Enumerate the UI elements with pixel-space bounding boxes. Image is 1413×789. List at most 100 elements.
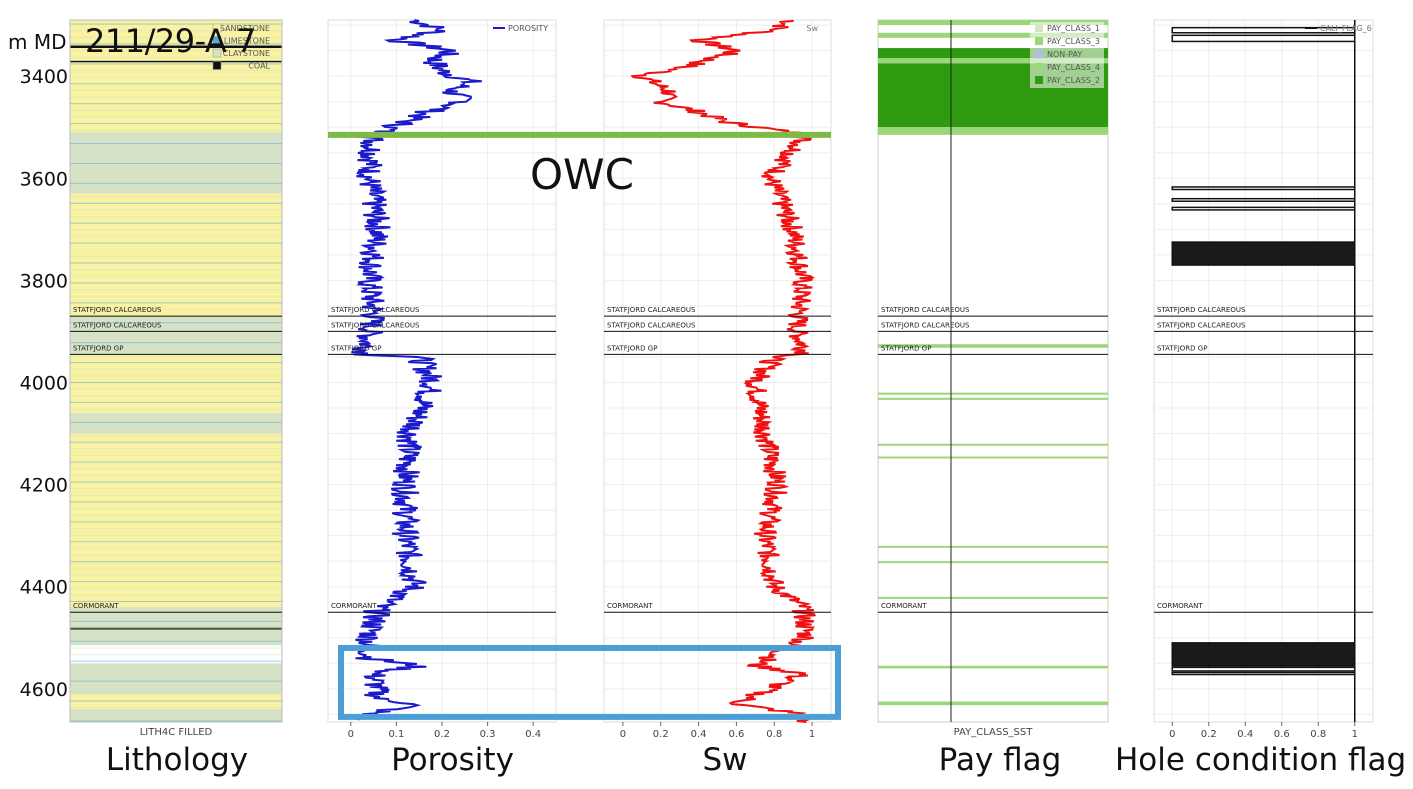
lithology-thin-bed (70, 368, 282, 370)
sw-x-tick-label: 0 (620, 729, 626, 740)
hole-x-tick-label: 0 (1169, 729, 1175, 740)
pay-legend-swatch (1035, 37, 1043, 45)
lithology-thin-bed (70, 275, 282, 277)
porosity-legend-entry: POROSITY (508, 24, 548, 33)
formation-top-label: CORMORANT (331, 602, 377, 610)
lithology-thin-bed (70, 674, 282, 676)
owc-label: OWC (530, 150, 634, 199)
lithology-thin-bed (70, 534, 282, 536)
lithology-interval (70, 627, 282, 630)
formation-top-label: STATFJORD GP (331, 344, 381, 352)
pay-legend-swatch (1035, 50, 1043, 58)
formation-top-label: STATFJORD CALCAREOUS (1157, 321, 1246, 329)
track-title-hole-condition-flag: Hole condition flag (1115, 742, 1407, 778)
lithology-interval (70, 193, 282, 317)
hole-flag-interval (1171, 671, 1356, 676)
lithology-thin-bed (70, 269, 282, 271)
pay-band (878, 456, 1108, 459)
sw-x-tick-label: 1 (809, 729, 815, 740)
hole-flag-interval (1171, 642, 1356, 667)
sw-x-tick-label: 0.4 (691, 729, 707, 740)
track-title-lithology: Lithology (105, 742, 249, 778)
hole-flag-interval (1171, 26, 1356, 34)
lithology-thin-bed (70, 222, 282, 224)
lithology-thin-bed (70, 687, 282, 689)
hole-x-tick-label: 1 (1352, 729, 1358, 740)
pay-band (878, 127, 1108, 135)
pay-band (878, 20, 1108, 26)
pay-legend-entry: PAY_CLASS_4 (1047, 63, 1100, 72)
lithology-thin-bed (70, 89, 282, 91)
depth-axis-unit: m MD (8, 30, 67, 54)
track-title-sw: Sw (702, 742, 748, 778)
depth-tick-label: 4400 (20, 577, 68, 599)
lithology-thin-bed (70, 83, 282, 85)
lithology-thin-bed (70, 103, 282, 105)
lithology-thin-bed (70, 614, 282, 616)
lithology-legend-entry: CLAYSTONE (223, 49, 270, 58)
pay-legend-swatch (1035, 63, 1043, 71)
lithology-legend-swatch (212, 36, 222, 45)
pay-legend-entry: PAY_CLASS_3 (1047, 37, 1100, 46)
hole-flag-interval (1171, 241, 1356, 266)
lithology-thin-bed (70, 96, 282, 98)
lithology-thin-bed (70, 567, 282, 569)
pay-legend-entry: NON-PAY (1047, 50, 1082, 59)
lithology-thin-bed (70, 494, 282, 496)
lithology-interval (70, 60, 282, 63)
lithology-thin-bed (70, 561, 282, 563)
porosity-curve (351, 19, 482, 721)
lithology-thin-bed (70, 720, 282, 722)
lithology-thin-bed (70, 322, 282, 324)
sw-x-tick-label: 0.6 (728, 729, 744, 740)
hole-legend-entry: CALI_FLAG_6 (1320, 24, 1372, 33)
formation-top-label: CORMORANT (881, 602, 927, 610)
lithology-interval (70, 45, 282, 49)
lithology-interval (70, 709, 282, 722)
formation-top-label: STATFJORD CALCAREOUS (73, 306, 162, 314)
porosity-x-tick-label: 0.4 (525, 729, 541, 740)
lithology-thin-bed (70, 647, 282, 649)
lithology-thin-bed (70, 388, 282, 390)
lithology-thin-bed (70, 587, 282, 589)
pay-band (878, 32, 1108, 38)
lithology-thin-bed (70, 129, 282, 131)
pay-legend-swatch (1035, 24, 1043, 32)
lithology-interval (70, 693, 282, 710)
pay-band (878, 701, 1108, 706)
lithology-legend-entry: LIMESTONE (224, 37, 270, 46)
formation-top-label: CORMORANT (73, 602, 119, 610)
depth-tick-label: 3600 (20, 168, 68, 190)
lithology-thin-bed (70, 355, 282, 357)
porosity-x-tick-label: 0.3 (480, 729, 496, 740)
lithology-thin-bed (70, 514, 282, 516)
hole-flag-interval (1171, 34, 1356, 43)
sw-x-tick-label: 0.2 (653, 729, 669, 740)
lithology-thin-bed (70, 680, 282, 682)
lithology-thin-bed (70, 182, 282, 184)
lithology-interval (70, 663, 282, 694)
sw-track-frame (603, 19, 832, 723)
porosity-x-tick-label: 0 (348, 729, 354, 740)
lithology-thin-bed (70, 249, 282, 251)
lithology-thin-bed (70, 229, 282, 231)
lithology-interval (70, 629, 282, 646)
lithology-thin-bed (70, 468, 282, 470)
lithology-thin-bed (70, 454, 282, 456)
track-title-pay-flag: Pay flag (938, 742, 1062, 778)
hole-x-tick-label: 0.6 (1274, 729, 1290, 740)
lithology-thin-bed (70, 488, 282, 490)
lithology-thin-bed (70, 242, 282, 244)
lithology-thin-bed (70, 123, 282, 125)
lithology-thin-bed (70, 707, 282, 709)
lithology-thin-bed (70, 302, 282, 304)
hole-flag-interval (1171, 197, 1356, 202)
lithology-thin-bed (70, 574, 282, 576)
lithology-thin-bed (70, 508, 282, 510)
lithology-thin-bed (70, 461, 282, 463)
sw-curve (630, 19, 816, 723)
lithology-thin-bed (70, 521, 282, 523)
formation-top-label: STATFJORD CALCAREOUS (331, 321, 420, 329)
lithology-thin-bed (70, 143, 282, 145)
lithology-thin-bed (70, 441, 282, 443)
